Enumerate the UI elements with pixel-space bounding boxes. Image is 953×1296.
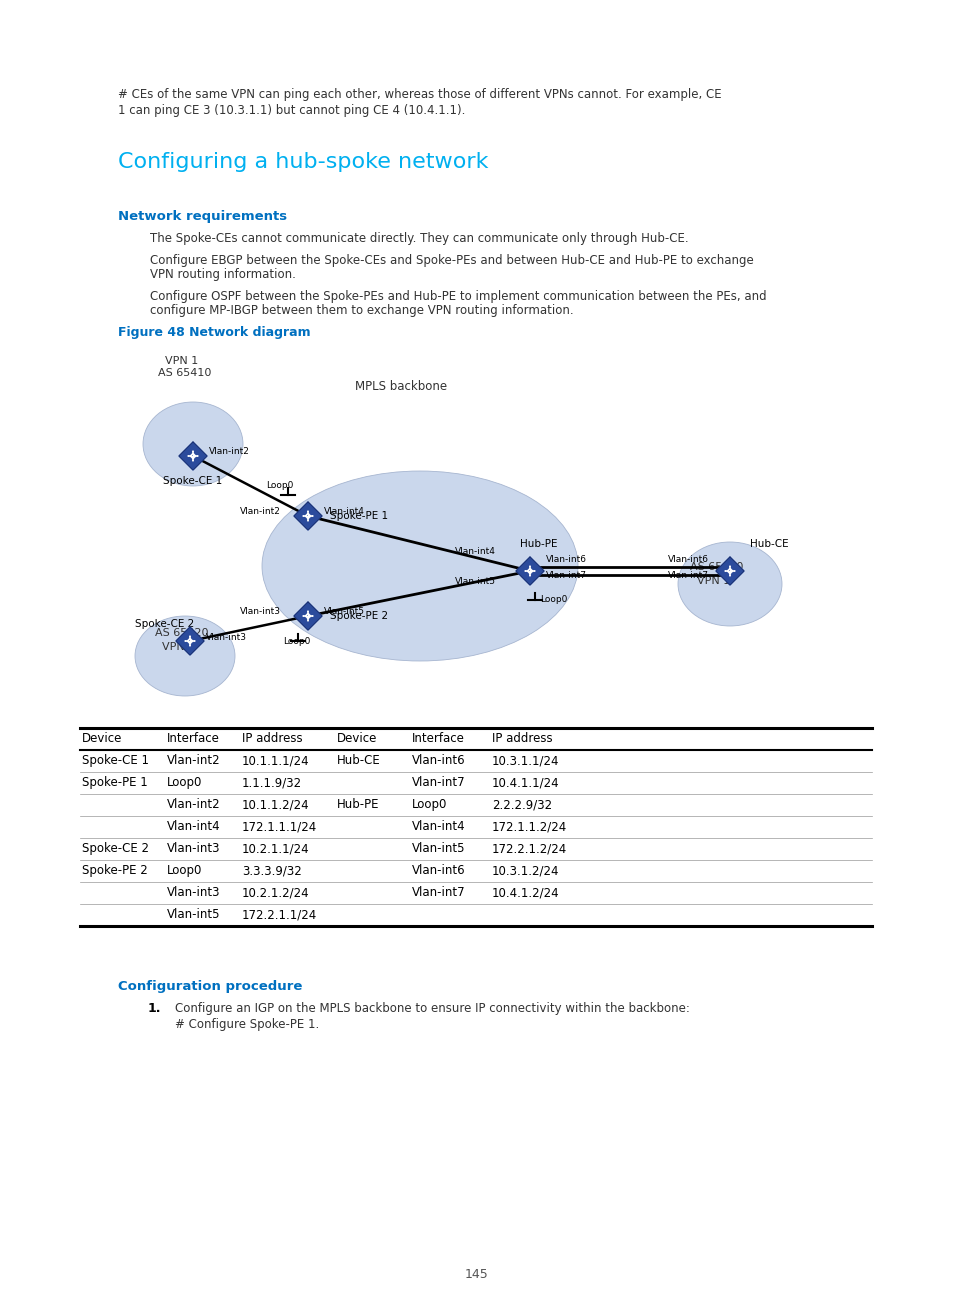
Text: Vlan-int2: Vlan-int2: [167, 754, 220, 767]
Text: 1.1.1.9/32: 1.1.1.9/32: [242, 776, 302, 789]
Text: Loop0: Loop0: [167, 864, 202, 877]
Text: 10.4.1.1/24: 10.4.1.1/24: [492, 776, 559, 789]
Text: Hub-PE: Hub-PE: [336, 798, 379, 811]
Text: Vlan-int6: Vlan-int6: [412, 754, 465, 767]
Text: The Spoke-CEs cannot communicate directly. They can communicate only through Hub: The Spoke-CEs cannot communicate directl…: [150, 232, 688, 245]
Polygon shape: [294, 603, 322, 630]
Text: Configure EBGP between the Spoke-CEs and Spoke-PEs and between Hub-CE and Hub-PE: Configure EBGP between the Spoke-CEs and…: [150, 254, 753, 267]
Text: Configure OSPF between the Spoke-PEs and Hub-PE to implement communication betwe: Configure OSPF between the Spoke-PEs and…: [150, 290, 766, 303]
Text: Vlan-int3: Vlan-int3: [240, 608, 281, 617]
Ellipse shape: [262, 470, 578, 661]
Text: # Configure Spoke-PE 1.: # Configure Spoke-PE 1.: [174, 1017, 319, 1032]
Text: 1 can ping CE 3 (10.3.1.1) but cannot ping CE 4 (10.4.1.1).: 1 can ping CE 3 (10.3.1.1) but cannot pi…: [118, 104, 465, 117]
Text: Vlan-int7: Vlan-int7: [412, 886, 465, 899]
Polygon shape: [175, 627, 204, 654]
Polygon shape: [716, 557, 743, 584]
Text: 172.2.1.1/24: 172.2.1.1/24: [242, 908, 317, 921]
Text: Spoke-CE 1: Spoke-CE 1: [163, 476, 222, 486]
Text: 10.3.1.1/24: 10.3.1.1/24: [492, 754, 558, 767]
Text: Loop0: Loop0: [539, 595, 567, 604]
Text: Loop0: Loop0: [167, 776, 202, 789]
Text: VPN 1: VPN 1: [165, 356, 198, 365]
Text: Vlan-int5: Vlan-int5: [167, 908, 220, 921]
Text: 10.4.1.2/24: 10.4.1.2/24: [492, 886, 559, 899]
Text: Hub-CE: Hub-CE: [336, 754, 380, 767]
Text: configure MP-IBGP between them to exchange VPN routing information.: configure MP-IBGP between them to exchan…: [150, 305, 573, 318]
Text: Device: Device: [82, 732, 122, 745]
Ellipse shape: [135, 616, 234, 696]
Text: 10.2.1.1/24: 10.2.1.1/24: [242, 842, 310, 855]
Text: Configure an IGP on the MPLS backbone to ensure IP connectivity within the backb: Configure an IGP on the MPLS backbone to…: [174, 1002, 689, 1015]
Text: IP address: IP address: [242, 732, 302, 745]
Text: IP address: IP address: [492, 732, 552, 745]
Text: Vlan-int4: Vlan-int4: [324, 508, 364, 517]
Text: Spoke-PE 1: Spoke-PE 1: [82, 776, 148, 789]
Text: AS 65430: AS 65430: [689, 562, 742, 572]
Text: 10.3.1.2/24: 10.3.1.2/24: [492, 864, 558, 877]
Text: Interface: Interface: [167, 732, 219, 745]
Text: Vlan-int4: Vlan-int4: [167, 820, 220, 833]
Text: Vlan-int2: Vlan-int2: [240, 508, 280, 517]
Text: VPN 1: VPN 1: [162, 642, 195, 652]
Text: Vlan-int7: Vlan-int7: [667, 570, 708, 579]
Text: Spoke-PE 2: Spoke-PE 2: [330, 610, 388, 621]
Text: Spoke-CE 2: Spoke-CE 2: [135, 619, 194, 629]
Text: AS 65410: AS 65410: [158, 368, 212, 378]
Text: Vlan-int7: Vlan-int7: [545, 570, 586, 579]
Text: 3.3.3.9/32: 3.3.3.9/32: [242, 864, 301, 877]
Text: Vlan-int2: Vlan-int2: [209, 447, 250, 456]
Text: Device: Device: [336, 732, 377, 745]
Text: Configuration procedure: Configuration procedure: [118, 980, 302, 993]
Text: Network requirements: Network requirements: [118, 210, 287, 223]
Text: 2.2.2.9/32: 2.2.2.9/32: [492, 798, 552, 811]
Text: Hub-CE: Hub-CE: [749, 539, 788, 550]
Text: Spoke-PE 1: Spoke-PE 1: [330, 511, 388, 521]
Text: Figure 48 Network diagram: Figure 48 Network diagram: [118, 327, 311, 340]
Text: Configuring a hub-spoke network: Configuring a hub-spoke network: [118, 152, 488, 172]
Text: 172.1.1.1/24: 172.1.1.1/24: [242, 820, 317, 833]
Text: Vlan-int6: Vlan-int6: [412, 864, 465, 877]
Text: 145: 145: [465, 1267, 488, 1280]
Text: Vlan-int4: Vlan-int4: [455, 547, 496, 556]
Polygon shape: [516, 557, 543, 584]
Text: Vlan-int2: Vlan-int2: [167, 798, 220, 811]
Text: AS 65420: AS 65420: [154, 629, 209, 638]
Text: Vlan-int5: Vlan-int5: [412, 842, 465, 855]
Text: 10.1.1.1/24: 10.1.1.1/24: [242, 754, 310, 767]
Text: Vlan-int5: Vlan-int5: [324, 608, 365, 617]
Text: Vlan-int3: Vlan-int3: [167, 842, 220, 855]
Text: Loop0: Loop0: [266, 482, 294, 490]
Text: Vlan-int4: Vlan-int4: [412, 820, 465, 833]
Text: Loop0: Loop0: [412, 798, 447, 811]
Text: Interface: Interface: [412, 732, 464, 745]
Text: 10.1.1.2/24: 10.1.1.2/24: [242, 798, 310, 811]
Text: Loop0: Loop0: [283, 638, 310, 647]
Text: 172.2.1.2/24: 172.2.1.2/24: [492, 842, 567, 855]
Text: Vlan-int5: Vlan-int5: [455, 577, 496, 586]
Text: Vlan-int3: Vlan-int3: [167, 886, 220, 899]
Text: Vlan-int6: Vlan-int6: [667, 555, 708, 564]
Text: 172.1.1.2/24: 172.1.1.2/24: [492, 820, 567, 833]
Text: Vlan-int3: Vlan-int3: [206, 632, 247, 642]
Text: Hub-PE: Hub-PE: [519, 539, 557, 550]
Text: MPLS backbone: MPLS backbone: [355, 380, 447, 393]
Ellipse shape: [143, 402, 243, 486]
Text: Vlan-int7: Vlan-int7: [412, 776, 465, 789]
Text: Spoke-CE 1: Spoke-CE 1: [82, 754, 149, 767]
Text: Spoke-CE 2: Spoke-CE 2: [82, 842, 149, 855]
Text: Vlan-int6: Vlan-int6: [545, 555, 586, 564]
Text: VPN 1: VPN 1: [697, 575, 729, 586]
Text: Spoke-PE 2: Spoke-PE 2: [82, 864, 148, 877]
Polygon shape: [179, 442, 207, 470]
Text: 10.2.1.2/24: 10.2.1.2/24: [242, 886, 310, 899]
Polygon shape: [294, 502, 322, 530]
Text: 1.: 1.: [148, 1002, 161, 1015]
Text: # CEs of the same VPN can ping each other, whereas those of different VPNs canno: # CEs of the same VPN can ping each othe…: [118, 88, 720, 101]
Text: VPN routing information.: VPN routing information.: [150, 268, 295, 281]
Ellipse shape: [678, 542, 781, 626]
